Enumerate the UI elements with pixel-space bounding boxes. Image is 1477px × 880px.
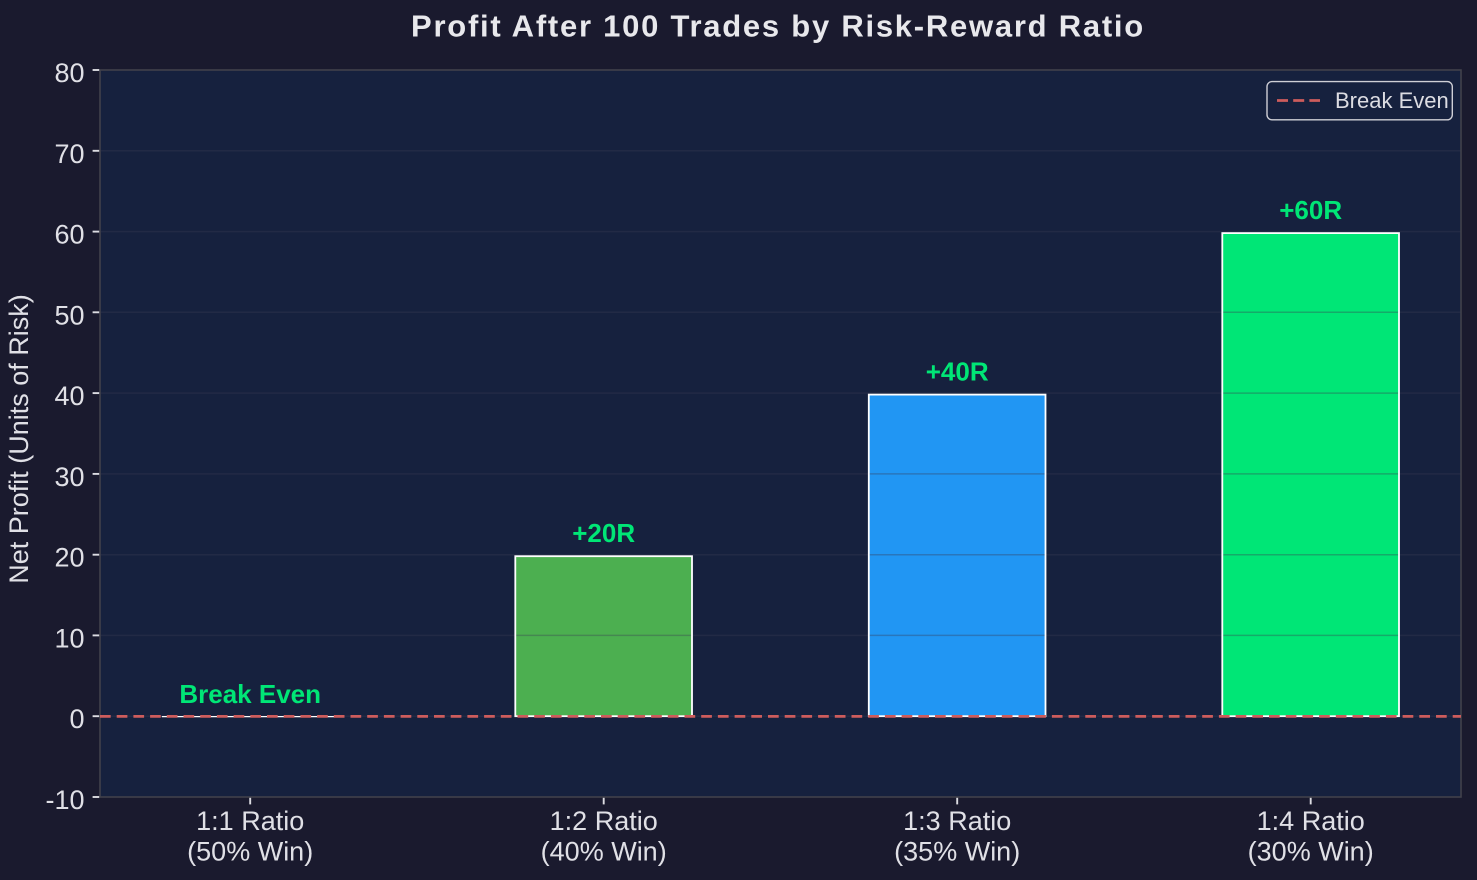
svg-text:0: 0: [69, 704, 84, 734]
svg-text:-10: -10: [45, 785, 84, 815]
svg-text:Break Even: Break Even: [179, 679, 321, 709]
svg-text:80: 80: [54, 58, 84, 88]
svg-text:Profit After 100 Trades by Ris: Profit After 100 Trades by Risk-Reward R…: [411, 9, 1145, 44]
svg-text:(30% Win): (30% Win): [1248, 837, 1374, 867]
svg-text:(50% Win): (50% Win): [187, 837, 313, 867]
svg-text:+40R: +40R: [926, 357, 989, 387]
svg-text:1:4 Ratio: 1:4 Ratio: [1257, 806, 1365, 836]
svg-text:20: 20: [54, 543, 84, 573]
svg-text:Net Profit (Units of Risk): Net Profit (Units of Risk): [4, 294, 34, 584]
svg-text:10: 10: [54, 623, 84, 653]
svg-text:50: 50: [54, 300, 84, 330]
svg-text:Break Even: Break Even: [1335, 88, 1449, 113]
svg-text:+20R: +20R: [572, 518, 635, 548]
svg-text:1:1 Ratio: 1:1 Ratio: [196, 806, 304, 836]
svg-text:70: 70: [54, 139, 84, 169]
svg-text:1:3 Ratio: 1:3 Ratio: [903, 806, 1011, 836]
svg-text:(40% Win): (40% Win): [541, 837, 667, 867]
svg-text:+60R: +60R: [1279, 195, 1342, 225]
svg-text:40: 40: [54, 381, 84, 411]
svg-text:30: 30: [54, 462, 84, 492]
svg-text:(35% Win): (35% Win): [894, 837, 1020, 867]
svg-text:1:2 Ratio: 1:2 Ratio: [550, 806, 658, 836]
svg-text:60: 60: [54, 220, 84, 250]
